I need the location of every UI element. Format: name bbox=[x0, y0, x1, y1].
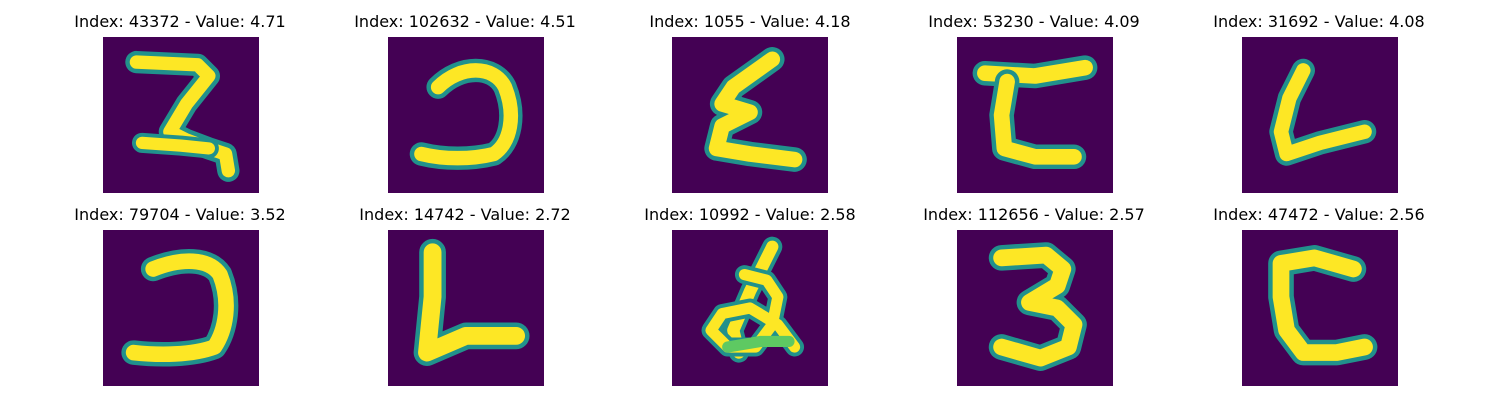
digit-image-panel bbox=[957, 230, 1113, 386]
panel-title: Index: 10992 - Value: 2.58 bbox=[644, 205, 856, 224]
panel-title: Index: 53230 - Value: 4.09 bbox=[928, 12, 1140, 31]
panel-title: Index: 1055 - Value: 4.18 bbox=[649, 12, 851, 31]
digit-image-panel bbox=[957, 37, 1113, 193]
panel-title: Index: 102632 - Value: 4.51 bbox=[354, 12, 576, 31]
handwritten-reversed-c-image bbox=[388, 37, 544, 193]
panel-title: Index: 43372 - Value: 4.71 bbox=[74, 12, 286, 31]
handwritten-l-image bbox=[388, 230, 544, 386]
panel-title: Index: 47472 - Value: 2.56 bbox=[1213, 205, 1425, 224]
handwritten-l-image bbox=[1242, 37, 1398, 193]
digit-image-panel bbox=[388, 230, 544, 386]
handwritten-reversed-c-image bbox=[103, 230, 259, 386]
digit-image-panel bbox=[388, 37, 544, 193]
digit-image-panel bbox=[103, 37, 259, 193]
panel-title: Index: 79704 - Value: 3.52 bbox=[74, 205, 286, 224]
panel-title: Index: 112656 - Value: 2.57 bbox=[923, 205, 1145, 224]
panel-title: Index: 14742 - Value: 2.72 bbox=[359, 205, 571, 224]
digit-image-panel bbox=[1242, 37, 1398, 193]
handwritten-c-with-top-bar-image bbox=[957, 37, 1113, 193]
panel-title: Index: 31692 - Value: 4.08 bbox=[1213, 12, 1425, 31]
digit-image-panel bbox=[1242, 230, 1398, 386]
digit-image-panel bbox=[672, 37, 828, 193]
handwritten-z-like-2-image bbox=[103, 37, 259, 193]
handwritten-ampersand-like-image bbox=[672, 230, 828, 386]
digit-image-panel bbox=[672, 230, 828, 386]
handwritten-c-image bbox=[1242, 230, 1398, 386]
digit-image-panel bbox=[103, 230, 259, 386]
handwritten-3-image bbox=[957, 230, 1113, 386]
handwritten-epsilon-like-z-image bbox=[672, 37, 828, 193]
